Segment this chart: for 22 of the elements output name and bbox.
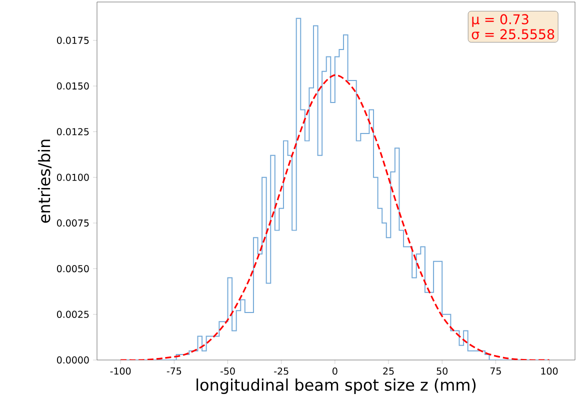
y-tick-label: 0.0125 xyxy=(56,128,89,136)
y-tick-label: 0.0100 xyxy=(56,174,89,181)
annotation: μ = 0.73 xyxy=(472,14,528,27)
x-tick-label: -50 xyxy=(220,368,235,375)
x-axis-title: longitudinal beam spot size z (mm) xyxy=(196,378,476,394)
y-tick-label: 0.0150 xyxy=(56,82,89,90)
annotation: σ = 25.5558 xyxy=(472,29,554,40)
x-tick-label: -25 xyxy=(274,368,288,375)
x-tick-label: 50 xyxy=(436,368,448,375)
x-tick-label: -75 xyxy=(166,368,182,375)
x-tick-label: 75 xyxy=(490,368,501,375)
line-series xyxy=(120,74,550,360)
x-tick-label: -100 xyxy=(110,368,131,375)
y-tick-label: 0.0050 xyxy=(56,265,89,272)
y-tick-label: 0.0000 xyxy=(56,356,89,364)
y-tick-label: 0.0025 xyxy=(56,310,89,318)
x-tick-label: 25 xyxy=(383,368,394,375)
x-tick-label: 0 xyxy=(332,368,338,375)
y-tick-label: 0.0175 xyxy=(56,36,89,44)
y-tick-label: 0.0075 xyxy=(56,219,89,227)
x-tick-label: 100 xyxy=(541,368,558,375)
y-axis-title: entries/bin xyxy=(38,140,52,223)
